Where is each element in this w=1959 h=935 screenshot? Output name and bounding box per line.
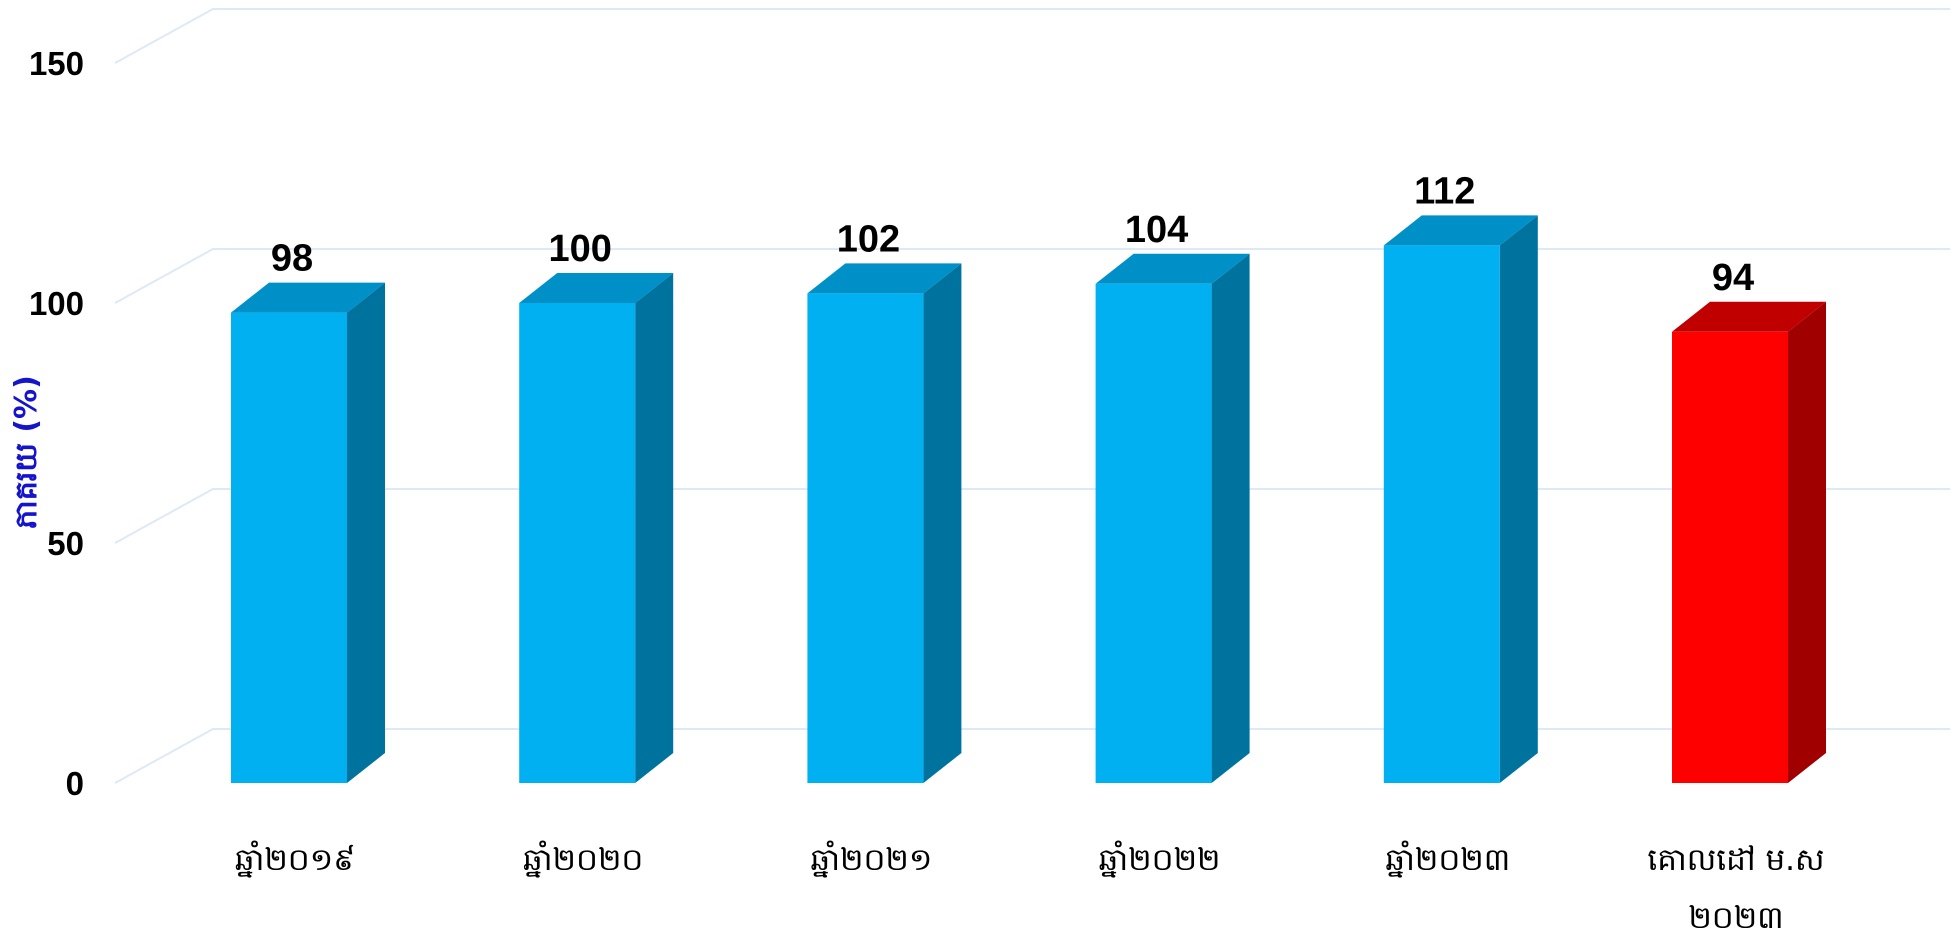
bar [1672, 301, 1826, 783]
y-tick-label: 100 [29, 285, 84, 322]
bar-front-face [807, 293, 924, 783]
data-label: 112 [1414, 170, 1475, 212]
bar-side-face [347, 282, 385, 783]
bar-side-face [1499, 215, 1538, 783]
bar-top-face [1672, 301, 1826, 332]
bars [231, 215, 1826, 784]
bar-front-face [519, 303, 636, 783]
bar-side-face [923, 263, 962, 783]
x-tick-label: ឆ្នាំ២០២១ [810, 840, 932, 878]
x-tick-label: ឆ្នាំ២០២២ [1099, 840, 1221, 878]
y-tick-label: 150 [29, 45, 84, 82]
bar-front-face [1672, 331, 1788, 783]
bar-side-face [1788, 301, 1826, 783]
data-label: 98 [271, 238, 313, 280]
gridline [114, 728, 1950, 784]
bar-top-face [807, 263, 962, 294]
y-tick-label: 50 [47, 525, 84, 562]
x-tick-label: ឆ្នាំ២០២០ [523, 840, 643, 878]
bar-front-face [1383, 245, 1500, 783]
bar [231, 282, 385, 783]
y-axis-title: ភាគរយ (%) [9, 375, 44, 529]
gridline [114, 488, 1950, 544]
x-tick-label: គោលដៅ ម.ស [1647, 842, 1824, 878]
data-labels: 98 100 102 104 112 94 [271, 170, 1754, 298]
bar-top-face [1095, 253, 1250, 284]
x-tick-label: ២០២៣ [1688, 900, 1783, 935]
gridline [114, 8, 1950, 64]
bar [519, 273, 674, 783]
bar-front-face [1095, 283, 1212, 783]
data-label: 94 [1712, 257, 1754, 299]
y-tick-label: 0 [66, 765, 84, 802]
bar-front-face [231, 312, 347, 783]
gridlines [114, 8, 1950, 784]
data-label: 102 [837, 218, 900, 260]
bar-top-face [231, 282, 385, 313]
bar [807, 263, 962, 783]
bar [1383, 215, 1538, 783]
bar-top-face [519, 273, 674, 303]
data-label: 104 [1125, 209, 1188, 251]
bar-side-face [635, 273, 674, 783]
bar-side-face [1211, 253, 1250, 784]
bar-top-face [1383, 215, 1538, 246]
y-axis-ticks: 0 50 100 150 [29, 45, 84, 802]
data-label: 100 [548, 228, 611, 270]
bar [1095, 253, 1250, 784]
x-tick-label: ឆ្នាំ២០២៣ [1385, 840, 1510, 878]
gridline [114, 248, 1950, 304]
x-axis-categories: ឆ្នាំ២០១៩ ឆ្នាំ២០២០ ឆ្នាំ២០២១ ឆ្នាំ២០២២ ឆ្នា… [235, 840, 1825, 935]
x-tick-label: ឆ្នាំ២០១៩ [235, 840, 355, 878]
